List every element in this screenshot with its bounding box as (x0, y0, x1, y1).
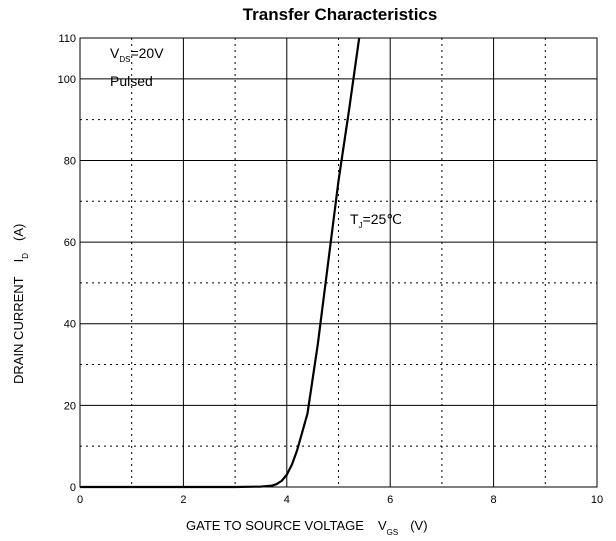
x-tick-label: 0 (77, 494, 83, 506)
annotation-vds-text: =20V (130, 45, 164, 61)
y-tick-label: 100 (58, 74, 76, 86)
x-tick-label: 6 (387, 494, 393, 506)
y-axis-label-main: DRAIN CURRENT (11, 276, 26, 384)
series-layer (80, 37, 361, 489)
annotation-tj: TJ=25℃ (350, 211, 402, 230)
x-tick-label: 4 (284, 494, 290, 506)
y-tick-label: 0 (70, 482, 76, 494)
annotation-tj-text: =25℃ (363, 211, 402, 227)
x-axis-label-unit: (V) (410, 518, 427, 533)
chart-title: Transfer Characteristics (243, 5, 438, 24)
grid (80, 38, 597, 487)
x-tick-label: 2 (180, 494, 186, 506)
y-tick-label: 80 (64, 155, 76, 167)
x-tick-label: 8 (491, 494, 497, 506)
y-tick-label: 40 (64, 319, 76, 331)
annotation-vds: VDS=20V (110, 45, 164, 64)
annotation-vds-subscript: DS (119, 55, 130, 64)
annotation-tj-subscript: J (359, 221, 363, 230)
plot-area-border (79, 37, 598, 488)
y-tick-label: 110 (58, 33, 76, 45)
y-axis-label: DRAIN CURRENT ID (A) (11, 224, 30, 384)
x-axis-label-main: GATE TO SOURCE VOLTAGE (186, 518, 364, 533)
y-axis-label-symbol: I (11, 259, 26, 263)
x-tick-label: 10 (591, 494, 603, 506)
series-line (80, 37, 361, 489)
annotation-pulsed: Pulsed (110, 73, 153, 89)
y-tick-label: 20 (64, 400, 76, 412)
x-axis-label-subscript: GS (387, 528, 399, 537)
y-tick-label: 60 (64, 237, 76, 249)
x-axis-label-symbol: V (378, 518, 387, 533)
annotation-vds-symbol: V (110, 45, 120, 61)
x-axis-label: GATE TO SOURCE VOLTAGE VGS (V) (186, 518, 428, 537)
y-axis-label-unit: (A) (11, 224, 26, 241)
annotation-tj-symbol: T (350, 211, 359, 227)
y-axis-label-subscript: D (21, 253, 30, 259)
